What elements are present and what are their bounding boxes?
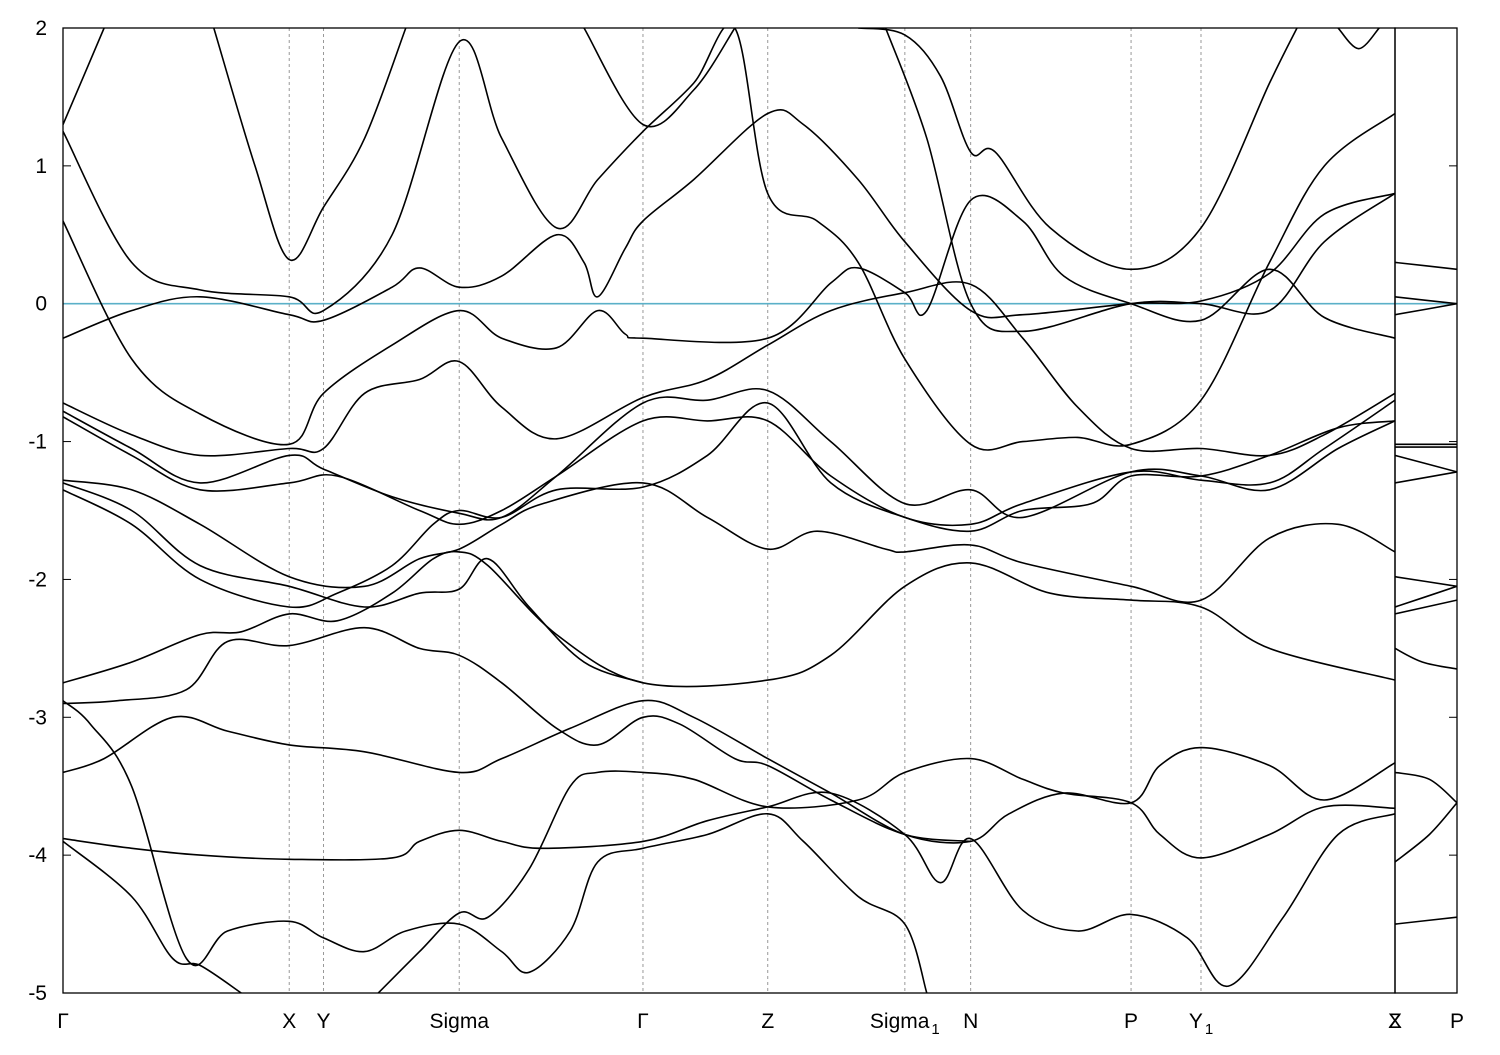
band-line (63, 387, 1395, 521)
y-tick-label: -4 (28, 844, 47, 867)
band-line (63, 399, 1395, 527)
band-line (63, 281, 1395, 457)
x-tick-label: P (1124, 1010, 1138, 1033)
band-line (63, 550, 1395, 688)
x-tick-label: Y (316, 1010, 330, 1033)
y-tick-label: -2 (28, 568, 47, 591)
band-group (1395, 261, 1457, 925)
y-tick-label: 0 (35, 293, 47, 316)
band-line (63, 700, 928, 993)
y-tick-label: -1 (28, 431, 47, 454)
x-tick-label: Sigma (429, 1010, 489, 1033)
panel-frame (62, 27, 1396, 994)
band-line (63, 402, 1395, 609)
band-line (63, 699, 1395, 844)
x-tick-label: Γ (57, 1010, 69, 1033)
x-tick-subscript: 1 (931, 1021, 939, 1038)
band-line (1395, 471, 1457, 484)
band-line (1395, 296, 1457, 305)
band-line (1395, 599, 1457, 615)
band-line (1395, 771, 1457, 804)
band-line (1395, 802, 1457, 863)
band-line (63, 479, 1395, 604)
x-tick-label: X (1388, 1010, 1402, 1033)
band-line (858, 28, 1298, 271)
band-line (1395, 916, 1457, 925)
y-tick-label: 1 (35, 155, 47, 178)
band-line (1395, 575, 1457, 588)
y-tick-label: -5 (28, 982, 47, 1005)
y-tick-label: 2 (35, 17, 47, 40)
band-line (377, 757, 1395, 993)
x-tick-label: Γ (637, 1010, 649, 1033)
x-tick-label: P (1450, 1010, 1464, 1033)
band-line (63, 840, 242, 993)
x-tick-label: Z (761, 1010, 774, 1033)
panel-frame (1394, 27, 1458, 994)
x-tick-label: X (282, 1010, 296, 1033)
band-line (213, 28, 407, 262)
band-line (63, 791, 1395, 987)
x-tick-subscript: 1 (1205, 1021, 1213, 1038)
band-line (1395, 261, 1457, 271)
band-line (1395, 585, 1457, 608)
band-line (63, 626, 971, 843)
x-tick-label: Sigma 1 (870, 1010, 940, 1038)
band-line (1337, 28, 1380, 50)
x-tick-label: N (963, 1010, 978, 1033)
band-line (1395, 647, 1457, 670)
band-line (63, 28, 1395, 451)
band-group (63, 28, 1395, 993)
y-tick-label: -3 (28, 706, 47, 729)
band-line (583, 28, 736, 128)
band-line (63, 28, 105, 125)
x-tick-label: Z (1389, 1010, 1402, 1033)
band-line (63, 482, 644, 684)
band-line (1395, 454, 1457, 473)
band-line (1395, 302, 1457, 316)
band-line (884, 28, 1395, 333)
